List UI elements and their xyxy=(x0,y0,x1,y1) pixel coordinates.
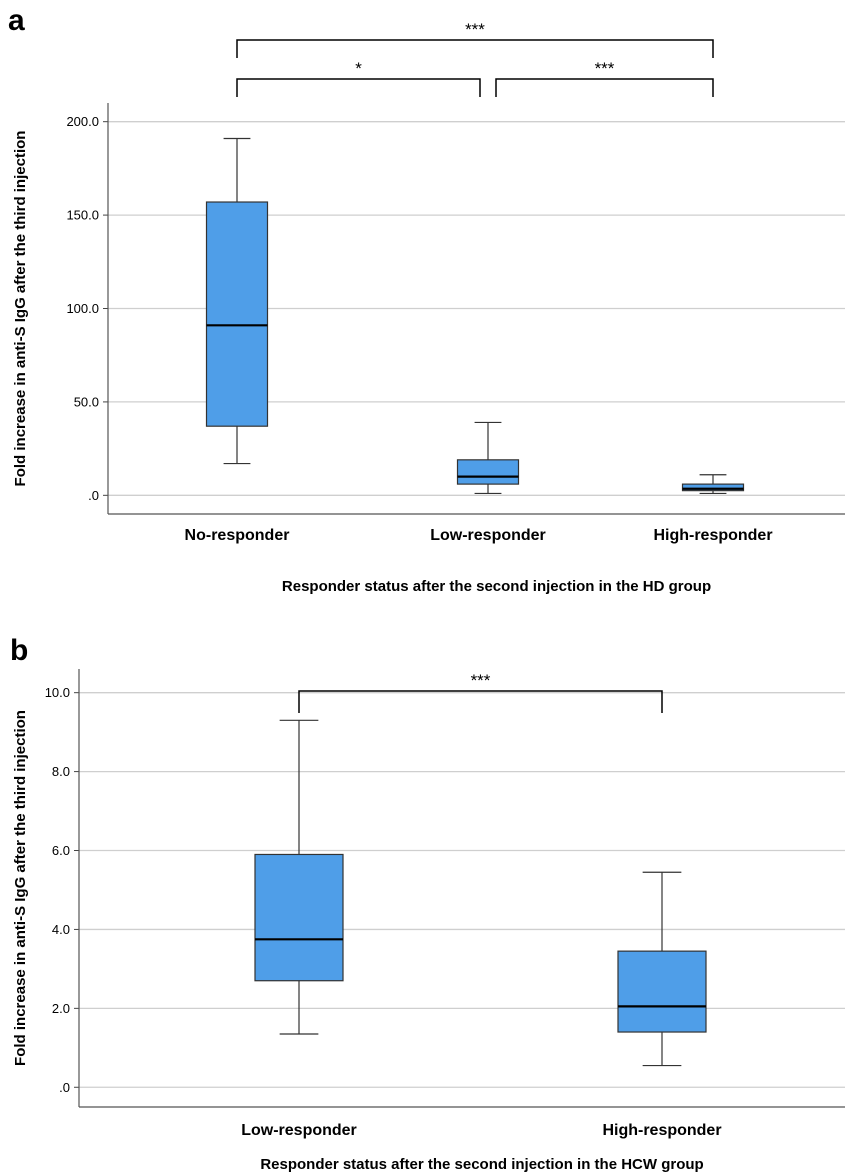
significance-bracket xyxy=(298,690,663,713)
y-axis-title: Fold increase in anti-S IgG after the th… xyxy=(12,131,29,487)
y-tick-label: 8.0 xyxy=(52,764,70,779)
boxplot-panel-a: .0 50.0 100.0 150.0 200.0 No-responder Low-res… xyxy=(12,20,845,595)
y-axis-title: Fold increase in anti-S IgG after the th… xyxy=(12,710,29,1066)
significance-bracket xyxy=(236,78,481,97)
x-category-label: Low-responder xyxy=(430,527,546,544)
boxplot-panel-b: .0 2.0 4.0 6.0 8.0 10.0 Low-responder High-resp… xyxy=(12,669,845,1173)
box-iqr xyxy=(205,201,269,427)
y-tick-label: 10.0 xyxy=(45,685,70,700)
significance-label: *** xyxy=(465,20,485,39)
y-tick-label: 100.0 xyxy=(66,301,99,316)
x-category-label: High-responder xyxy=(602,1122,721,1139)
significance-label: *** xyxy=(471,671,491,690)
y-tick-label: .0 xyxy=(59,1080,70,1095)
panel-label-b: b xyxy=(10,634,28,667)
box-iqr xyxy=(617,950,707,1033)
y-tick-label: 4.0 xyxy=(52,922,70,937)
box-iqr xyxy=(456,459,520,485)
significance-bracket xyxy=(495,78,714,97)
y-tick-label: 2.0 xyxy=(52,1001,70,1016)
box-iqr xyxy=(254,853,344,982)
y-tick-label: 50.0 xyxy=(74,394,99,409)
x-category-label: Low-responder xyxy=(241,1122,357,1139)
y-tick-label: 150.0 xyxy=(66,208,99,223)
y-tick-label: 6.0 xyxy=(52,843,70,858)
x-axis-title: Responder status after the second inject… xyxy=(260,1156,703,1173)
significance-bracket xyxy=(236,39,714,58)
box-iqr xyxy=(681,483,745,492)
significance-label: *** xyxy=(595,59,615,78)
significance-label: * xyxy=(355,59,362,78)
panel-label-a: a xyxy=(8,4,25,37)
x-axis-title: Responder status after the second inject… xyxy=(282,578,711,595)
y-tick-label: .0 xyxy=(88,488,99,503)
y-tick-label: 200.0 xyxy=(66,114,99,129)
x-category-label: High-responder xyxy=(653,527,772,544)
x-category-label: No-responder xyxy=(185,527,290,544)
